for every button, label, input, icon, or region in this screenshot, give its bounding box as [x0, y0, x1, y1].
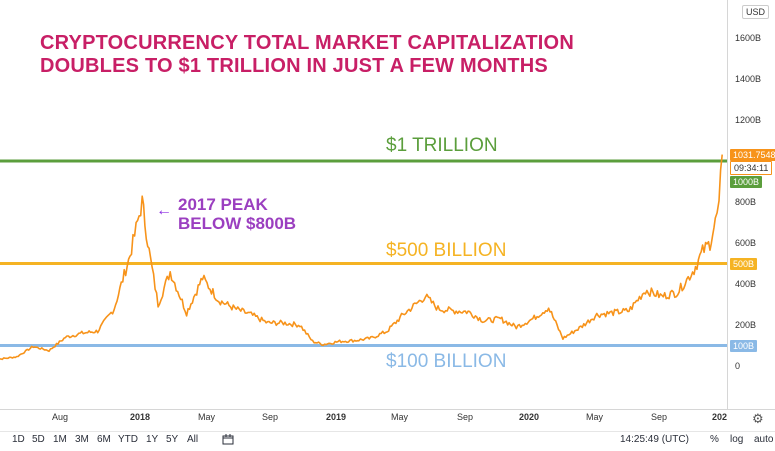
range-button-6m[interactable]: 6M — [97, 434, 111, 445]
percent-toggle[interactable]: % — [710, 434, 719, 445]
bottom-toolbar — [0, 431, 775, 451]
date-range-icon[interactable] — [222, 434, 234, 448]
last-value-tag: 1031.7548 — [730, 149, 775, 161]
range-button-all[interactable]: All — [187, 434, 199, 445]
range-button-ytd[interactable]: YTD — [118, 434, 138, 445]
x-tick-label: 2018 — [130, 412, 151, 422]
left-arrow-icon: ← — [156, 202, 172, 219]
y-tick-label: 1600B — [735, 33, 762, 43]
range-button-3m[interactable]: 3M — [75, 434, 89, 445]
range-button-1d[interactable]: 1D — [12, 434, 25, 445]
price-axis[interactable] — [727, 0, 775, 410]
chart-svg[interactable] — [0, 0, 727, 410]
range-button-1m[interactable]: 1M — [53, 434, 67, 445]
x-tick-label: 202 — [712, 412, 728, 422]
peak-annotation-line1: 2017 PEAK — [178, 195, 268, 214]
chart-title-line1: CRYPTOCURRENCY TOTAL MARKET CAPITALIZATI… — [40, 32, 574, 54]
chart-area[interactable]: CRYPTOCURRENCY TOTAL MARKET CAPITALIZATI… — [0, 0, 727, 410]
x-tick-label: 2020 — [519, 412, 540, 422]
range-button-5d[interactable]: 5D — [32, 434, 45, 445]
level-100-tag: 100B — [730, 340, 758, 352]
currency-badge[interactable]: USD — [742, 5, 770, 19]
auto-toggle[interactable]: auto — [754, 434, 774, 445]
utc-clock[interactable]: 14:25:49 (UTC) — [620, 434, 689, 445]
x-tick-label: May — [391, 412, 409, 422]
trillion-label: $1 TRILLION — [386, 135, 498, 156]
x-tick-label: May — [198, 412, 216, 422]
y-tick-label: 400B — [735, 279, 757, 289]
y-tick-label: 200B — [735, 320, 757, 330]
range-button-1y[interactable]: 1Y — [146, 434, 159, 445]
y-tick-label: 800B — [735, 197, 757, 207]
x-tick-label: Sep — [457, 412, 474, 422]
x-tick-label: Sep — [262, 412, 279, 422]
y-tick-label: 1400B — [735, 74, 762, 84]
y-tick-label: 0 — [735, 361, 741, 371]
range-button-5y[interactable]: 5Y — [166, 434, 179, 445]
billion500-label: $500 BILLION — [386, 240, 507, 261]
y-tick-label: 600B — [735, 238, 757, 248]
x-tick-label: Aug — [52, 412, 69, 422]
time-axis[interactable] — [0, 409, 775, 432]
market-cap-series-line[interactable] — [0, 154, 723, 361]
gear-icon[interactable]: ⚙ — [752, 411, 764, 426]
y-tick-label: 1200B — [735, 115, 762, 125]
level-1000-tag: 1000B — [730, 176, 763, 188]
log-toggle[interactable]: log — [730, 434, 744, 445]
level-500-tag: 500B — [730, 258, 758, 270]
x-tick-label: 2019 — [326, 412, 347, 422]
x-tick-label: May — [586, 412, 604, 422]
chart-title-line2: DOUBLES TO $1 TRILLION IN JUST A FEW MON… — [40, 55, 548, 77]
countdown-tag: 09:34:11 — [730, 161, 773, 175]
peak-annotation-line2: BELOW $800B — [178, 214, 297, 233]
billion100-label: $100 BILLION — [386, 351, 507, 372]
x-tick-label: Sep — [651, 412, 668, 422]
